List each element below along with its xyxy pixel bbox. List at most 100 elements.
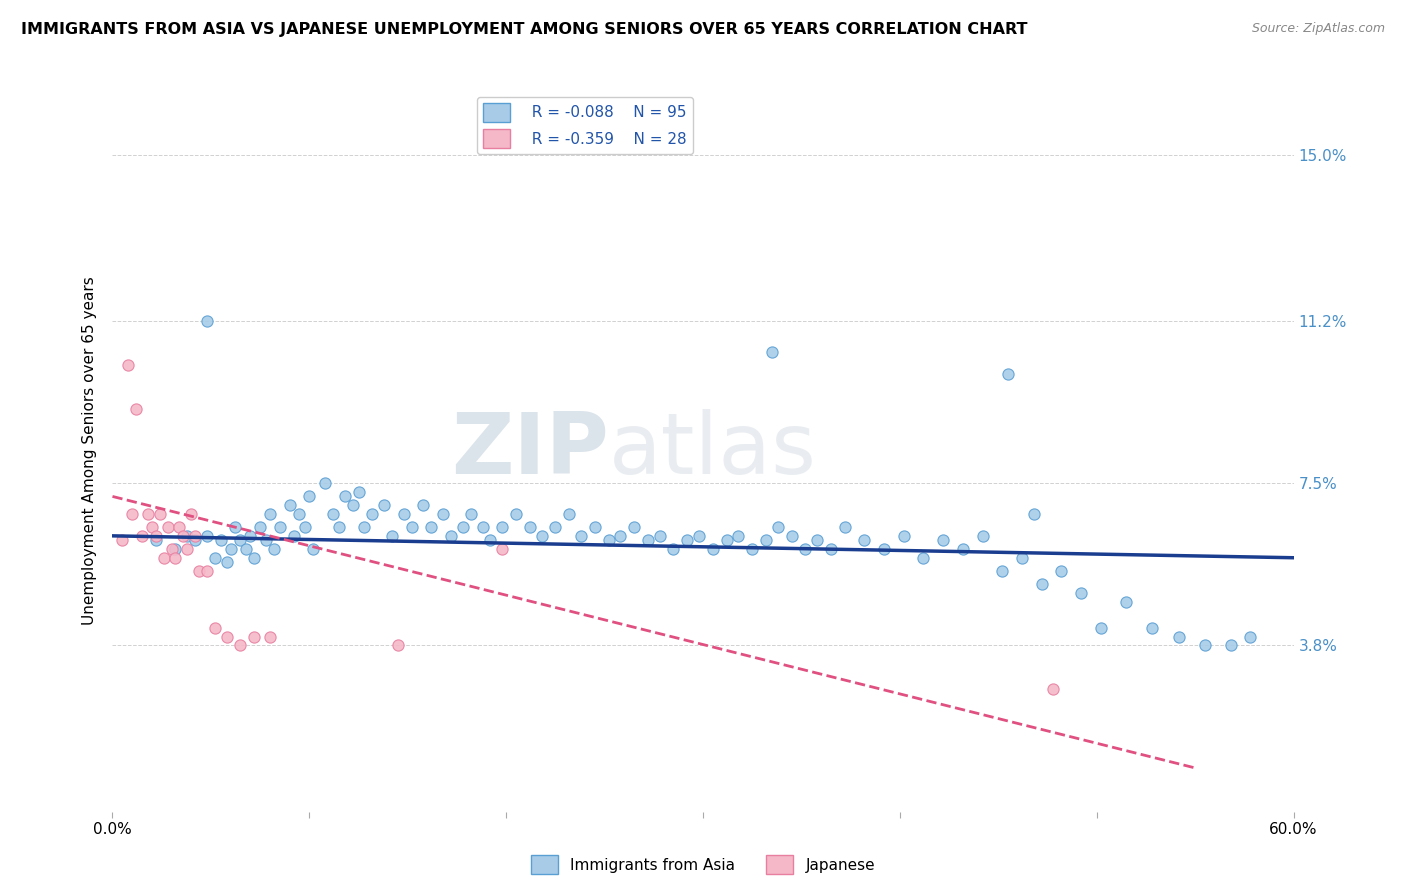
Point — [243, 550, 266, 565]
Point — [766, 520, 789, 534]
Point — [302, 541, 325, 556]
Text: Source: ZipAtlas.com: Source: ZipAtlas.com — [1251, 22, 1385, 36]
Point — [176, 529, 198, 543]
Point — [519, 520, 541, 534]
Point — [184, 529, 207, 543]
Point — [259, 630, 281, 644]
Point — [259, 507, 281, 521]
Point — [558, 507, 581, 521]
Point — [1140, 621, 1163, 635]
Point — [623, 520, 645, 534]
Point — [254, 533, 277, 548]
Point — [741, 541, 763, 556]
Point — [820, 541, 842, 556]
Point — [952, 541, 974, 556]
Point — [353, 520, 375, 534]
Point — [834, 520, 856, 534]
Point — [853, 533, 876, 548]
Point — [243, 630, 266, 644]
Point — [176, 541, 198, 556]
Point — [806, 533, 828, 548]
Point — [544, 520, 567, 534]
Point — [283, 529, 305, 543]
Point — [972, 529, 994, 543]
Point — [420, 520, 443, 534]
Point — [224, 520, 246, 534]
Point — [1031, 577, 1053, 591]
Point — [1011, 550, 1033, 565]
Point — [505, 507, 527, 521]
Point — [491, 520, 513, 534]
Point — [215, 555, 238, 569]
Point — [347, 485, 370, 500]
Point — [702, 541, 724, 556]
Point — [160, 541, 183, 556]
Point — [235, 541, 257, 556]
Point — [1168, 630, 1191, 644]
Point — [662, 541, 685, 556]
Point — [165, 541, 187, 556]
Point — [373, 498, 395, 512]
Point — [152, 550, 174, 565]
Point — [873, 541, 896, 556]
Point — [727, 529, 749, 543]
Point — [412, 498, 434, 512]
Point — [136, 507, 159, 521]
Point — [761, 345, 783, 359]
Point — [1070, 586, 1092, 600]
Point — [1022, 507, 1045, 521]
Point — [392, 507, 415, 521]
Text: atlas: atlas — [609, 409, 817, 492]
Point — [121, 507, 143, 521]
Point — [294, 520, 316, 534]
Point — [209, 533, 232, 548]
Point — [432, 507, 454, 521]
Point — [322, 507, 344, 521]
Point — [598, 533, 620, 548]
Point — [156, 520, 179, 534]
Point — [912, 550, 935, 565]
Point — [215, 630, 238, 644]
Point — [195, 314, 218, 328]
Point — [184, 533, 207, 548]
Point — [460, 507, 482, 521]
Point — [569, 529, 592, 543]
Point — [278, 498, 301, 512]
Point — [387, 638, 409, 652]
Point — [288, 507, 311, 521]
Point — [648, 529, 671, 543]
Point — [401, 520, 423, 534]
Point — [794, 541, 817, 556]
Point — [165, 550, 187, 565]
Text: ZIP: ZIP — [451, 409, 609, 492]
Point — [333, 490, 356, 504]
Point — [131, 529, 153, 543]
Point — [145, 533, 167, 548]
Point — [229, 638, 252, 652]
Legend: Immigrants from Asia, Japanese: Immigrants from Asia, Japanese — [524, 849, 882, 880]
Point — [479, 533, 502, 548]
Point — [932, 533, 955, 548]
Point — [1115, 594, 1137, 608]
Point — [1219, 638, 1241, 652]
Point — [1239, 630, 1261, 644]
Point — [180, 507, 202, 521]
Point — [997, 367, 1019, 381]
Point — [716, 533, 738, 548]
Point — [169, 520, 191, 534]
Point — [1090, 621, 1112, 635]
Point — [149, 507, 172, 521]
Point — [172, 529, 194, 543]
Point — [609, 529, 631, 543]
Point — [145, 529, 167, 543]
Point — [440, 529, 463, 543]
Point — [111, 533, 134, 548]
Point — [239, 529, 262, 543]
Point — [204, 621, 226, 635]
Point — [195, 564, 218, 578]
Point — [314, 476, 336, 491]
Point — [195, 529, 218, 543]
Point — [471, 520, 494, 534]
Point — [991, 564, 1014, 578]
Point — [780, 529, 803, 543]
